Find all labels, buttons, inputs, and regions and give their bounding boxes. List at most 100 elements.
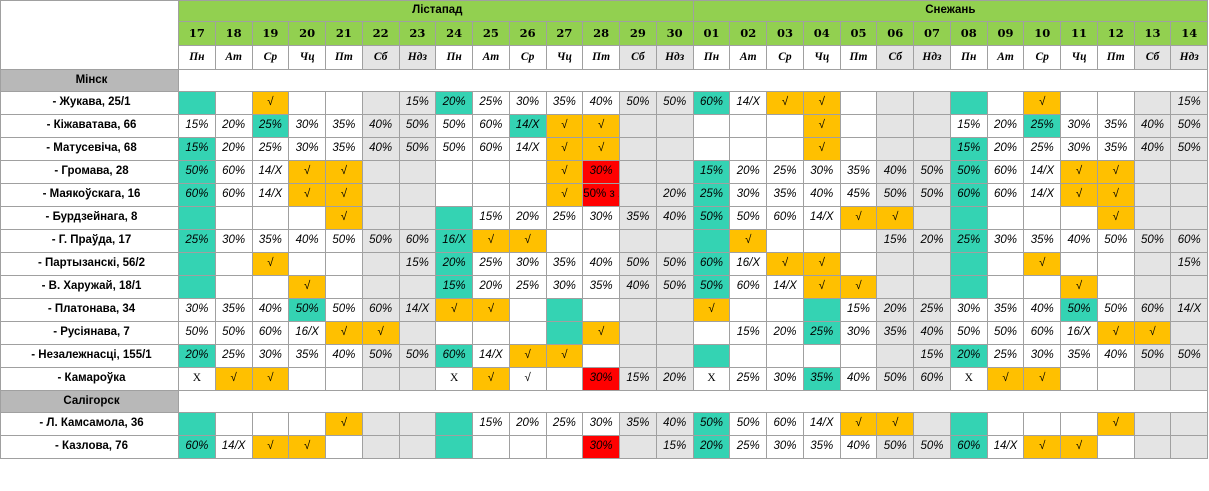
schedule-cell bbox=[361, 367, 400, 391]
schedule-cell: 35% bbox=[582, 275, 620, 299]
schedule-cell: 60% bbox=[251, 321, 290, 345]
schedule-cell bbox=[619, 435, 657, 459]
schedule-cell bbox=[949, 275, 988, 299]
day-number-cell: 26 bbox=[508, 21, 547, 46]
schedule-cell bbox=[508, 321, 547, 345]
schedule-cell: 50% bbox=[729, 412, 768, 436]
schedule-cell: √ bbox=[472, 298, 510, 322]
day-number-cell: 23 bbox=[398, 21, 437, 46]
schedule-cell bbox=[1170, 412, 1209, 436]
schedule-cell: 15% bbox=[398, 252, 437, 276]
schedule-cell: 15% bbox=[472, 206, 510, 230]
schedule-cell: 20% bbox=[913, 229, 951, 253]
schedule-cell: 30% bbox=[839, 321, 878, 345]
schedule-cell bbox=[913, 114, 951, 138]
schedule-cell: 40% bbox=[1060, 229, 1098, 253]
schedule-cell bbox=[472, 321, 510, 345]
schedule-cell: √ bbox=[692, 298, 731, 322]
store-row: - Г. Праўда, 17 25% 30% 35% 40% 50% 50% 60% 16/X… bbox=[0, 229, 1209, 253]
store-address: - Г. Праўда, 17 bbox=[0, 229, 179, 253]
city-header: Мінск bbox=[0, 69, 179, 92]
schedule-cell: 25% bbox=[729, 435, 768, 459]
schedule-cell bbox=[398, 160, 437, 184]
schedule-cell: 30% bbox=[545, 275, 584, 299]
schedule-cell: 15% bbox=[949, 137, 988, 161]
schedule-cell: 40% bbox=[876, 160, 915, 184]
schedule-cell bbox=[913, 137, 951, 161]
weekday-cell: Сб bbox=[619, 45, 657, 70]
schedule-cell bbox=[251, 206, 290, 230]
schedule-cell bbox=[582, 344, 620, 368]
schedule-cell bbox=[692, 137, 731, 161]
day-number-cell: 10 bbox=[1023, 21, 1062, 46]
schedule-cell: 35% bbox=[545, 91, 584, 115]
schedule-cell bbox=[1133, 275, 1172, 299]
schedule-cell: √ bbox=[839, 206, 878, 230]
schedule-cell: 35% bbox=[802, 367, 841, 391]
schedule-cell bbox=[913, 412, 951, 436]
schedule-cell bbox=[655, 229, 694, 253]
store-row: - Русіянава, 7 50% 50% 60% 16/X √ √ √ 15% 20% 25% 3… bbox=[0, 321, 1209, 345]
schedule-cell bbox=[729, 344, 768, 368]
schedule-cell: 50% bbox=[214, 321, 253, 345]
schedule-cell: √ bbox=[802, 91, 841, 115]
schedule-cell bbox=[472, 435, 510, 459]
schedule-cell: 60% bbox=[949, 435, 988, 459]
schedule-cell: 30% bbox=[582, 206, 620, 230]
schedule-cell: 40% bbox=[251, 298, 290, 322]
schedule-cell: 15% bbox=[729, 321, 768, 345]
store-row: - Платонава, 34 30% 35% 40% 50% 50% 60% 14/X √ √ √… bbox=[0, 298, 1209, 322]
schedule-cell bbox=[949, 206, 988, 230]
store-row: - Бурдзейнага, 8 √ 15% 20% 25% 30% 35% 40% 50% 50… bbox=[0, 206, 1209, 230]
schedule-cell bbox=[1170, 367, 1209, 391]
schedule-cell: 60% bbox=[361, 298, 400, 322]
schedule-cell: 14/X bbox=[398, 298, 437, 322]
schedule-cell: 50% bbox=[913, 435, 951, 459]
schedule-cell bbox=[251, 275, 290, 299]
weekday-cell: Ат bbox=[472, 45, 510, 70]
schedule-cell bbox=[545, 321, 584, 345]
schedule-cell bbox=[472, 160, 510, 184]
schedule-cell: √ bbox=[361, 321, 400, 345]
schedule-cell bbox=[949, 91, 988, 115]
schedule-cell: 40% bbox=[913, 321, 951, 345]
day-number-cell: 20 bbox=[288, 21, 326, 46]
schedule-cell: √ bbox=[1060, 435, 1098, 459]
schedule-cell bbox=[1133, 252, 1172, 276]
schedule-cell: 15% bbox=[178, 137, 216, 161]
schedule-cell bbox=[692, 229, 731, 253]
schedule-cell: 50% з 18.00 bbox=[582, 183, 620, 207]
schedule-cell: 50% bbox=[692, 275, 731, 299]
store-row: - Л. Камсамола, 36 √ 15% 20% 25% 30% 35% 40% 50%… bbox=[0, 412, 1209, 436]
schedule-cell: 50% bbox=[435, 137, 473, 161]
schedule-cell: √ bbox=[288, 275, 326, 299]
schedule-cell bbox=[949, 252, 988, 276]
schedule-cell: 40% bbox=[582, 91, 620, 115]
schedule-cell: 60% bbox=[692, 91, 731, 115]
weekday-cell: Сб bbox=[361, 45, 400, 70]
month-header-row: Лістапад Снежань bbox=[0, 0, 1209, 70]
schedule-cell bbox=[766, 229, 804, 253]
day-number-cell: 13 bbox=[1133, 21, 1172, 46]
schedule-cell: √ bbox=[325, 160, 363, 184]
schedule-cell: 40% bbox=[619, 275, 657, 299]
schedule-cell bbox=[619, 137, 657, 161]
store-address: - Кіжаватава, 66 bbox=[0, 114, 179, 138]
month-header-november: Лістапад bbox=[178, 0, 694, 22]
schedule-cell: 25% bbox=[508, 275, 547, 299]
schedule-cell: √ bbox=[1096, 160, 1135, 184]
schedule-cell: 35% bbox=[251, 229, 290, 253]
schedule-cell: 25% bbox=[692, 183, 731, 207]
schedule-cell bbox=[766, 114, 804, 138]
store-address: - Незалежнасці, 155/1 bbox=[0, 344, 179, 368]
schedule-cell bbox=[288, 367, 326, 391]
schedule-cell bbox=[655, 137, 694, 161]
schedule-cell: √ bbox=[1023, 252, 1062, 276]
schedule-cell: X bbox=[692, 367, 731, 391]
schedule-cell: 15% bbox=[839, 298, 878, 322]
schedule-cell: 30% bbox=[766, 367, 804, 391]
schedule-cell bbox=[1133, 91, 1172, 115]
schedule-cell: √ bbox=[802, 252, 841, 276]
schedule-cell: √ bbox=[582, 137, 620, 161]
schedule-cell: √ bbox=[876, 206, 915, 230]
